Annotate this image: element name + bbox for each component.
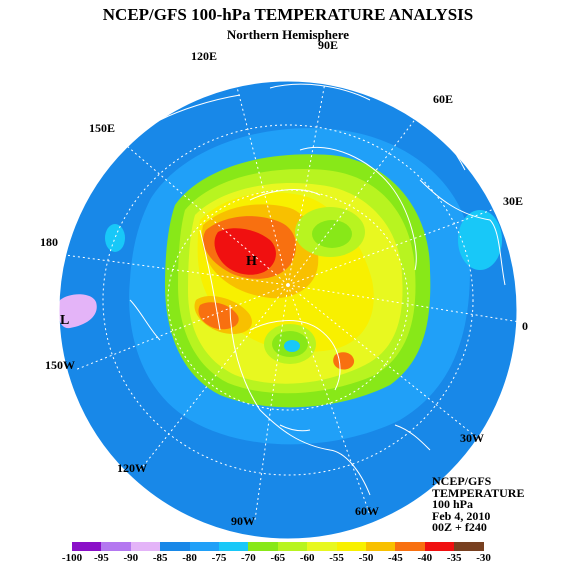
low-pressure-label: L (60, 313, 69, 328)
legend-tick-label: -75 (212, 552, 227, 564)
lon-label-150w: 150W (45, 358, 75, 372)
lon-label-60e: 60E (433, 92, 453, 106)
legend-color-box (454, 542, 484, 551)
legend-tick-label: -45 (388, 552, 403, 564)
lon-label-30w: 30W (460, 431, 484, 445)
legend-tick-label: -70 (241, 552, 256, 564)
legend-color-box (72, 542, 102, 551)
legend-tick-label: -30 (476, 552, 491, 564)
legend-tick-label: -95 (94, 552, 109, 564)
legend-tick-label: -60 (300, 552, 315, 564)
legend-color-box (101, 542, 131, 551)
high-pressure-label: H (246, 254, 257, 269)
lon-label-90w: 90W (231, 514, 255, 528)
legend-tick-label: -40 (417, 552, 432, 564)
map-info-block: NCEP/GFS TEMPERATURE 100 hPa Feb 4, 2010… (432, 476, 524, 534)
lon-label-120w: 120W (117, 461, 147, 475)
legend-tick-label: -85 (153, 552, 168, 564)
lon-label-90e: 90E (318, 38, 338, 52)
lon-label-30e: 30E (503, 194, 523, 208)
temp-pole-core (284, 340, 300, 352)
legend-tick-label: -100 (62, 552, 82, 564)
temp-patch-east (458, 210, 502, 270)
legend-color-box (307, 542, 337, 551)
legend-tick-label: -50 (359, 552, 374, 564)
lon-label-120e: 120E (191, 49, 217, 63)
legend-tick-label: -55 (329, 552, 344, 564)
lon-label-60w: 60W (355, 504, 379, 518)
legend-color-box (425, 542, 455, 551)
lon-label-0: 0 (522, 319, 528, 333)
lon-label-150e: 150E (89, 121, 115, 135)
legend-color-box (278, 542, 308, 551)
temp-patch-west (105, 224, 125, 252)
legend-color-box (337, 542, 367, 551)
legend-tick-label: -35 (447, 552, 462, 564)
lon-label-180: 180 (40, 235, 58, 249)
legend-color-box (131, 542, 161, 551)
legend-color-box (219, 542, 249, 551)
legend-color-box (190, 542, 220, 551)
legend-tick-label: -80 (182, 552, 197, 564)
legend-tick-label: -65 (270, 552, 285, 564)
legend-tick-label: -90 (123, 552, 138, 564)
info-run: 00Z + f240 (432, 522, 524, 534)
legend-color-box (366, 542, 396, 551)
temp-minimum-arctic-core (312, 220, 352, 248)
legend-color-box (395, 542, 425, 551)
legend-color-box (248, 542, 278, 551)
legend-color-box (160, 542, 190, 551)
